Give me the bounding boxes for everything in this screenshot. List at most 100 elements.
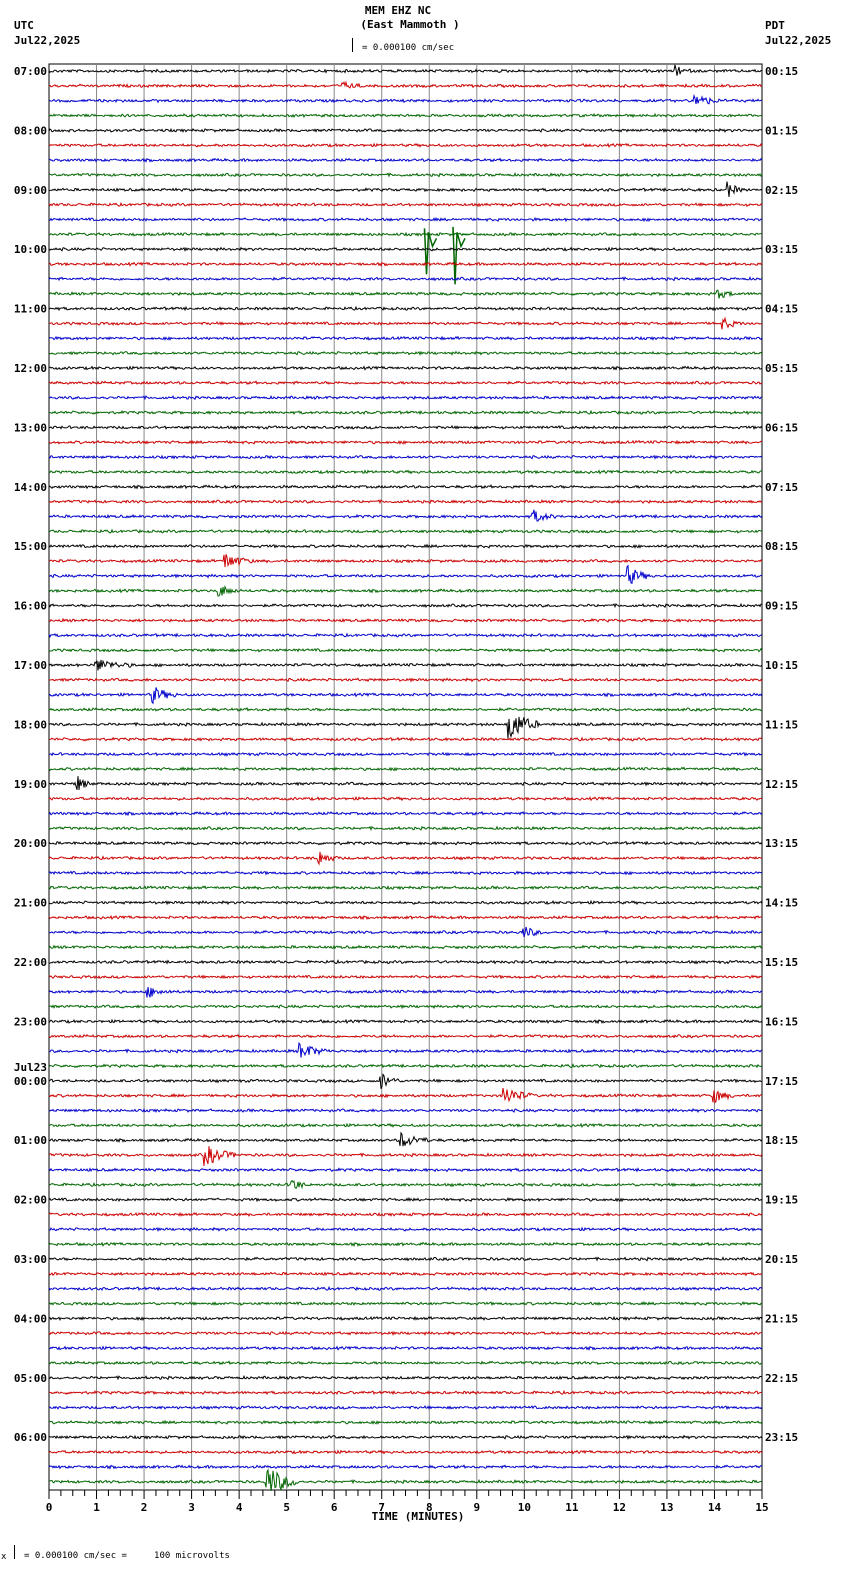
seismic-trace (48, 261, 763, 267)
seismic-trace (48, 706, 762, 712)
seismic-trace (48, 1146, 763, 1166)
utc-hour-label: 13:00 (14, 421, 47, 434)
utc-hour-label: 17:00 (14, 659, 47, 672)
seismic-trace (48, 926, 763, 938)
utc-hour-label: 04:00 (14, 1312, 47, 1325)
seismic-spike (423, 228, 438, 275)
utc-hour-label: 09:00 (14, 184, 47, 197)
seismic-trace (48, 1285, 763, 1292)
seismic-trace (48, 1179, 763, 1190)
footer-scale-prefix: x (1, 1552, 7, 1562)
pdt-hour-label: 16:15 (765, 1015, 798, 1028)
seismic-trace (48, 231, 763, 237)
seismic-trace (48, 1004, 763, 1010)
seismic-trace (48, 810, 763, 817)
seismic-trace (48, 677, 763, 683)
pdt-hour-label: 05:15 (765, 362, 798, 375)
seismic-trace (48, 1345, 763, 1351)
seismic-trace (48, 246, 763, 252)
seismic-trace (48, 1360, 763, 1366)
x-tick-label: 14 (708, 1501, 722, 1514)
seismic-trace (49, 181, 763, 198)
plot-frame (48, 63, 763, 1491)
x-tick-label: 1 (93, 1501, 100, 1514)
pdt-hour-label: 15:15 (765, 956, 798, 969)
pdt-hour-label: 13:15 (765, 837, 798, 850)
utc-hour-label: 14:00 (14, 481, 47, 494)
seismic-trace (48, 469, 763, 475)
seismic-trace (48, 394, 763, 401)
x-tick-label: 0 (46, 1501, 53, 1514)
seismic-trace (48, 1389, 763, 1396)
seismic-trace (48, 1211, 763, 1217)
seismic-trace (48, 766, 762, 772)
seismic-trace (49, 409, 763, 416)
seismic-trace (48, 216, 763, 223)
seismic-trace (49, 350, 763, 356)
seismic-trace (48, 796, 763, 802)
seismic-trace (48, 1256, 763, 1262)
seismic-trace (48, 528, 763, 534)
x-tick-label: 12 (613, 1501, 626, 1514)
seismic-trace (48, 1167, 763, 1173)
station-subtitle: (East Mammoth ) (360, 18, 460, 31)
seismic-trace (48, 1468, 763, 1491)
seismic-trace (48, 944, 763, 950)
x-tick-label: 4 (236, 1501, 243, 1514)
utc-hour-label: 10:00 (14, 243, 47, 256)
seismic-trace (48, 1088, 763, 1104)
seismic-trace (48, 1271, 763, 1277)
pdt-hour-label: 20:15 (765, 1253, 798, 1266)
x-tick-label: 7 (378, 1501, 385, 1514)
seismic-trace (48, 127, 763, 134)
seismic-trace (48, 602, 763, 609)
utc-hour-label: 01:00 (14, 1134, 47, 1147)
seismic-trace (48, 1131, 763, 1147)
pdt-hour-label: 07:15 (765, 481, 798, 494)
seismic-trace (48, 632, 763, 638)
seismic-trace (48, 484, 763, 490)
seismic-trace (48, 751, 763, 757)
seismic-trace (48, 498, 763, 505)
x-tick-label: 3 (188, 1501, 195, 1514)
seismic-trace (48, 1241, 763, 1247)
seismic-trace (48, 899, 763, 906)
utc-hour-label: 11:00 (14, 303, 47, 316)
seismic-trace (48, 1196, 763, 1203)
seismic-trace (48, 885, 762, 891)
seismic-trace (48, 335, 763, 341)
seismic-trace (48, 276, 763, 282)
utc-hour-label: 12:00 (14, 362, 47, 375)
seismic-trace (48, 851, 763, 866)
station-title: MEM EHZ NC (364, 4, 432, 17)
seismic-trace (48, 659, 763, 671)
pdt-hour-label: 22:15 (765, 1372, 798, 1385)
seismic-trace (48, 716, 763, 739)
x-tick-label: 10 (518, 1501, 531, 1514)
seismic-trace (48, 736, 763, 742)
seismic-trace (48, 172, 763, 178)
x-tick-label: 2 (141, 1501, 148, 1514)
seismic-trace (48, 959, 763, 965)
seismic-trace (49, 647, 763, 653)
seismic-trace (48, 987, 763, 998)
seismic-trace (48, 201, 763, 208)
right-date: Jul22,2025 (765, 34, 832, 47)
pdt-hour-label: 00:15 (765, 65, 798, 78)
utc-hour-label: 07:00 (14, 65, 47, 78)
seismic-trace (48, 914, 763, 921)
footer-scale-bar-icon (14, 1545, 15, 1559)
seismic-trace (48, 1464, 763, 1470)
seismic-trace (48, 1449, 763, 1455)
seismic-trace (48, 289, 763, 299)
x-tick-label: 11 (565, 1501, 579, 1514)
pdt-hour-label: 19:15 (765, 1194, 798, 1207)
seismic-trace (48, 1330, 762, 1336)
x-tick-label: 9 (473, 1501, 480, 1514)
seismic-trace (48, 365, 763, 371)
utc-hour-label: 21:00 (14, 897, 47, 910)
seismic-trace (48, 157, 763, 163)
seismic-trace (48, 543, 763, 549)
pdt-hour-label: 04:15 (765, 303, 798, 316)
seismic-trace (48, 1405, 763, 1411)
